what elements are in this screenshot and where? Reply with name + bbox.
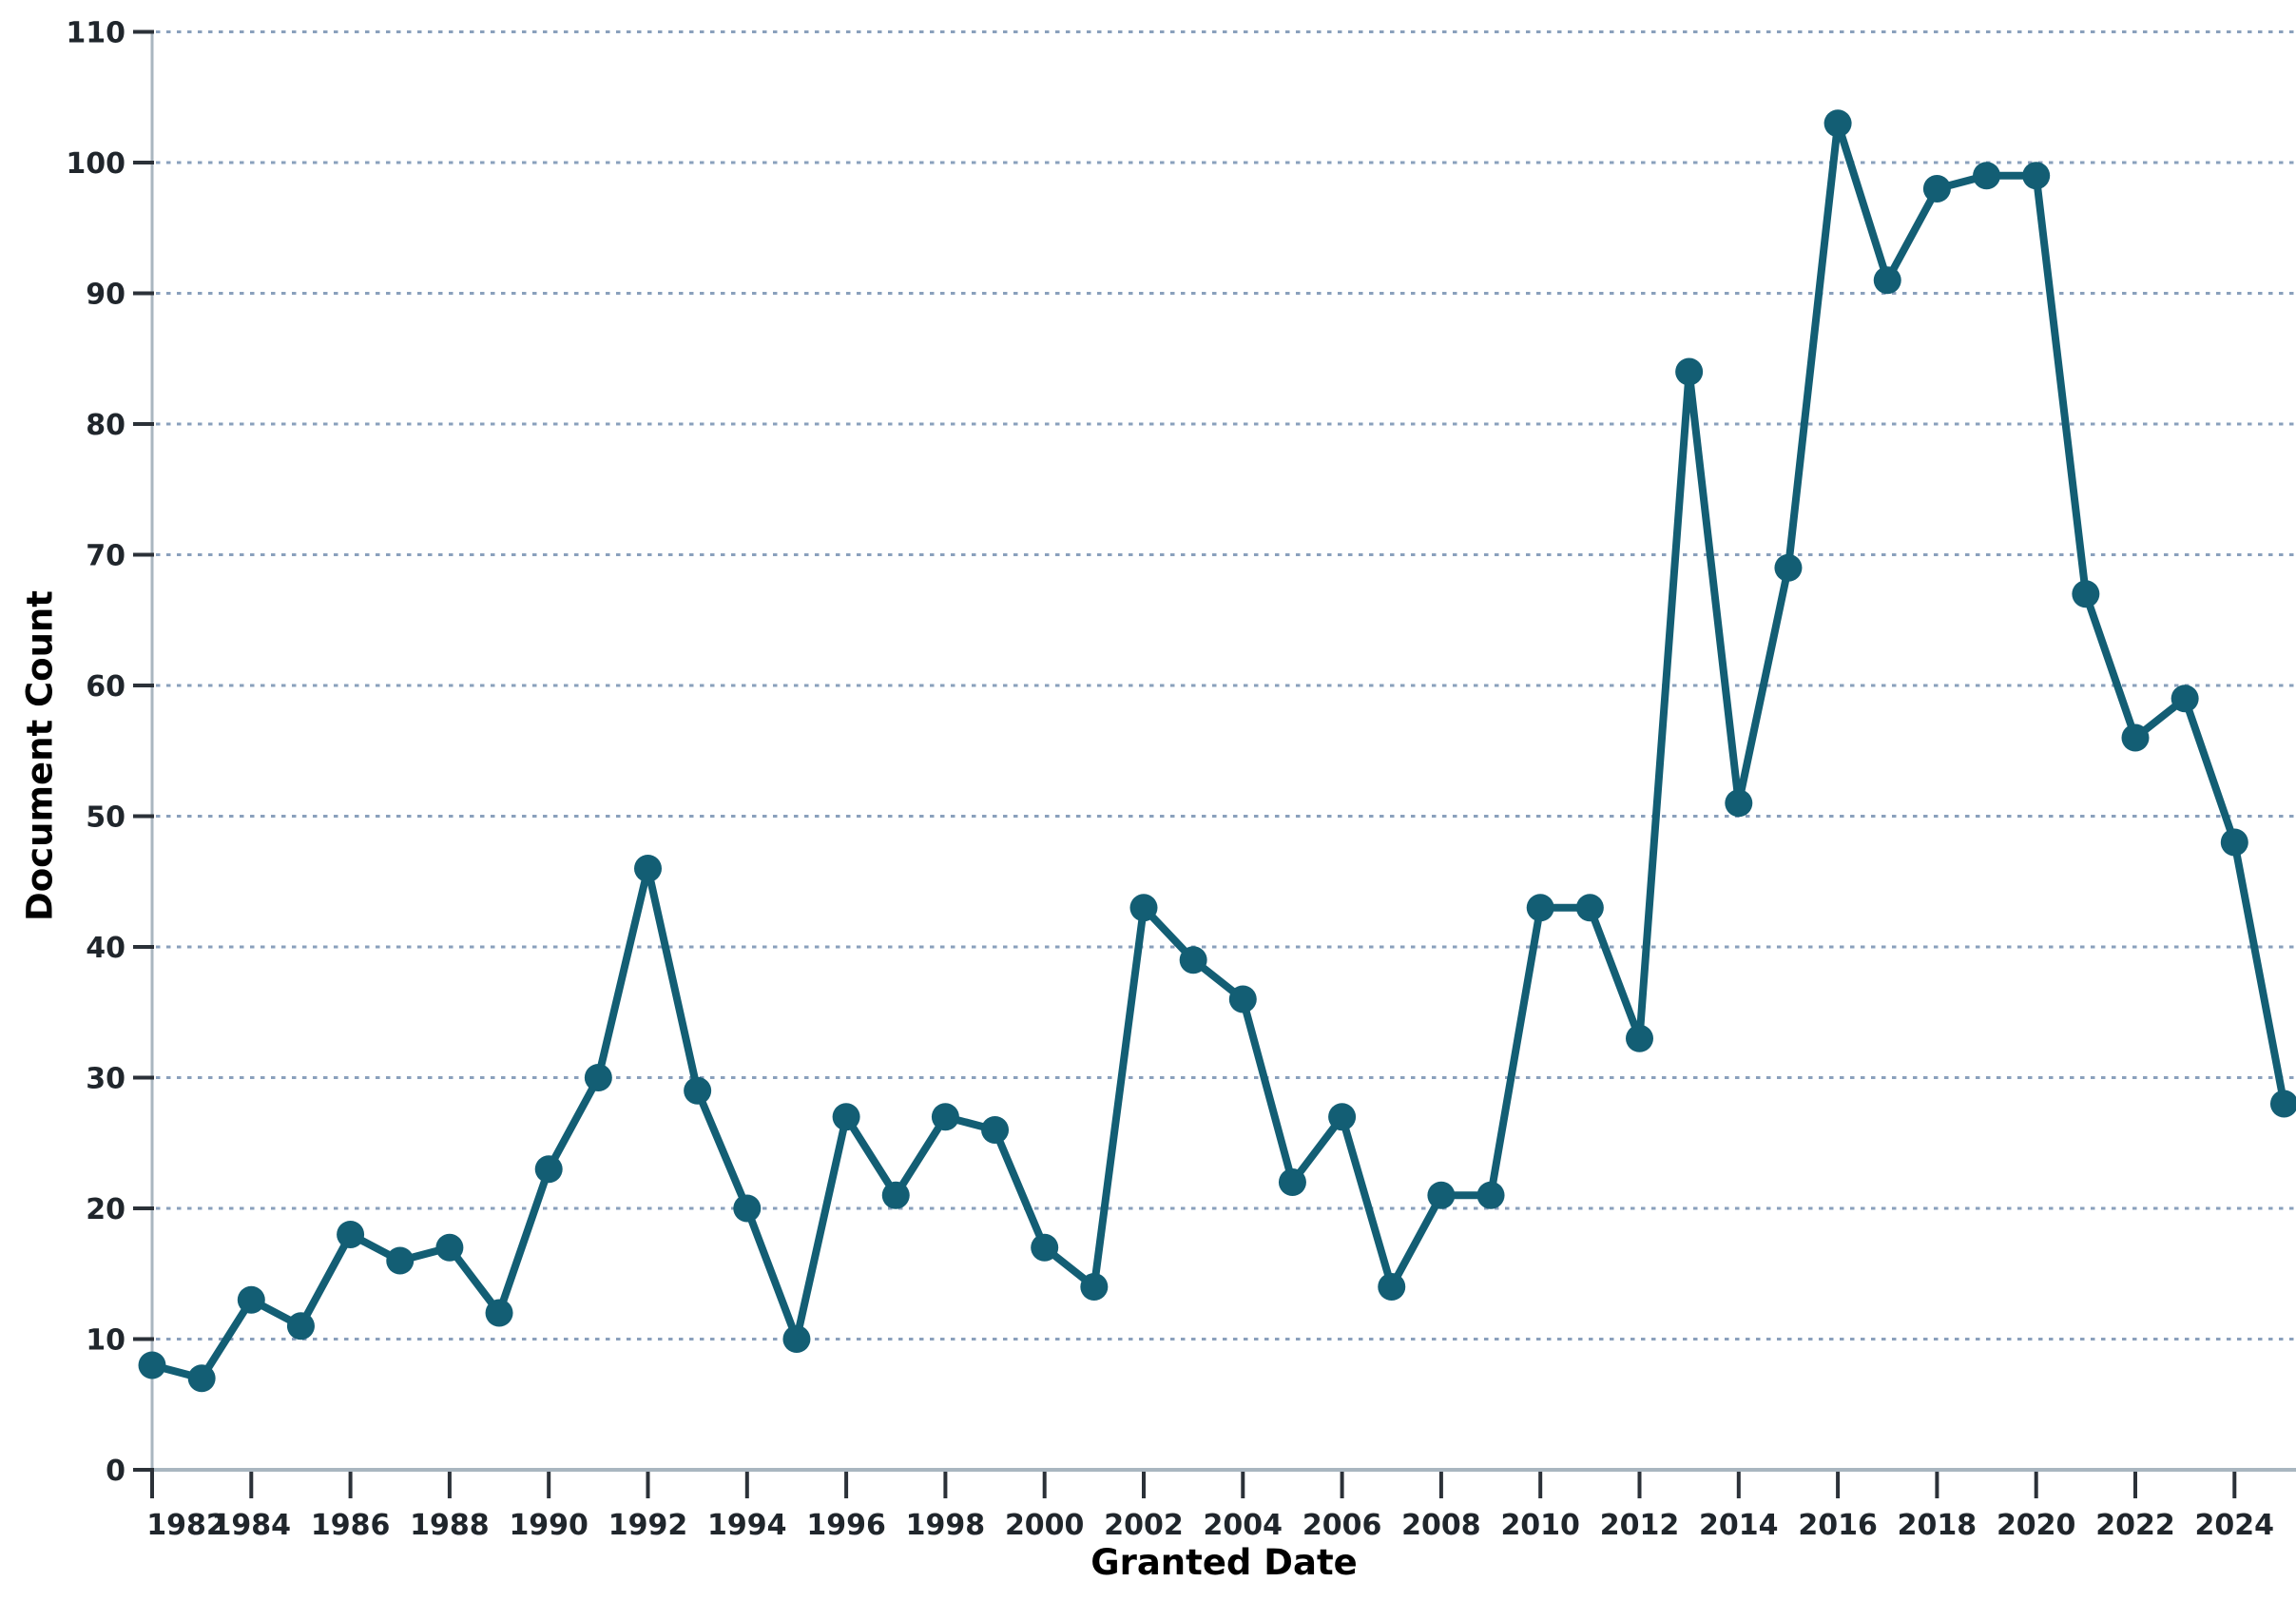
data-point-2005[interactable]: [1278, 1168, 1306, 1196]
y-tick-label-80: 80: [86, 409, 125, 442]
data-point-1999[interactable]: [981, 1116, 1010, 1144]
y-tick-label-60: 60: [86, 670, 125, 704]
data-point-2025[interactable]: [2269, 1090, 2296, 1118]
x-tick-label-2016: 2016: [1798, 1509, 1878, 1542]
data-point-1986[interactable]: [337, 1221, 365, 1248]
x-tick-label-2002: 2002: [1104, 1509, 1184, 1542]
series-line-document-count: [148, 119, 2288, 1382]
x-tick-label-1992: 1992: [608, 1509, 688, 1542]
data-point-1987[interactable]: [386, 1246, 415, 1275]
data-point-2007[interactable]: [1378, 1273, 1406, 1301]
data-point-1997[interactable]: [881, 1181, 910, 1209]
y-axis-title: Document Count: [19, 590, 61, 921]
data-point-2006[interactable]: [1328, 1103, 1357, 1131]
data-point-2001[interactable]: [1080, 1273, 1109, 1301]
data-point-1985[interactable]: [286, 1312, 315, 1341]
x-tick-label-2010: 2010: [1500, 1509, 1580, 1542]
x-tick-label-1986: 1986: [311, 1509, 391, 1542]
data-point-2014[interactable]: [1725, 789, 1753, 818]
data-point-2022[interactable]: [2121, 723, 2150, 752]
data-point-2023[interactable]: [2171, 685, 2199, 713]
y-tick-label-10: 10: [86, 1324, 125, 1358]
data-point-1984[interactable]: [237, 1285, 265, 1314]
x-tick-label-1996: 1996: [806, 1509, 886, 1542]
y-tick-label-30: 30: [86, 1063, 125, 1096]
y-tick-label-40: 40: [86, 932, 125, 965]
data-point-2021[interactable]: [2072, 580, 2100, 608]
x-tick-label-1982: 1982: [146, 1509, 226, 1542]
data-point-2000[interactable]: [1031, 1233, 1059, 1262]
data-point-2015[interactable]: [1774, 553, 1803, 582]
x-tick-label-2020: 2020: [1997, 1509, 2076, 1542]
x-tick-label-2004: 2004: [1204, 1509, 1283, 1542]
data-point-2003[interactable]: [1179, 946, 1207, 974]
x-tick-label-2018: 2018: [1898, 1509, 1978, 1542]
data-point-1990[interactable]: [534, 1155, 563, 1184]
data-point-1991[interactable]: [584, 1064, 612, 1091]
x-tick-label-2006: 2006: [1302, 1509, 1382, 1542]
data-point-2004[interactable]: [1228, 985, 1257, 1013]
x-tick-label-2014: 2014: [1699, 1509, 1779, 1542]
x-tick-label-2012: 2012: [1600, 1509, 1680, 1542]
x-tick-label-1988: 1988: [410, 1509, 490, 1542]
x-tick-label-1994: 1994: [707, 1509, 787, 1542]
data-point-2011[interactable]: [1575, 894, 1604, 922]
y-tick-label-0: 0: [106, 1455, 125, 1488]
data-point-1993[interactable]: [684, 1076, 712, 1105]
data-point-2024[interactable]: [2220, 828, 2248, 857]
data-point-1994[interactable]: [733, 1194, 762, 1223]
data-point-2009[interactable]: [1476, 1181, 1505, 1209]
data-point-1995[interactable]: [782, 1325, 811, 1353]
data-point-1996[interactable]: [832, 1103, 860, 1131]
x-tick-label-2000: 2000: [1005, 1509, 1085, 1542]
data-point-2012[interactable]: [1626, 1024, 1653, 1052]
x-tick-label-1998: 1998: [906, 1509, 986, 1542]
data-point-2002[interactable]: [1129, 894, 1158, 922]
data-point-1998[interactable]: [931, 1103, 959, 1131]
data-point-2013[interactable]: [1675, 357, 1704, 386]
y-tick-label-90: 90: [86, 279, 125, 312]
data-point-2019[interactable]: [1973, 162, 2001, 190]
x-axis-title: Granted Date: [1090, 1542, 1358, 1583]
y-tick-label-70: 70: [86, 540, 125, 573]
data-point-1982[interactable]: [138, 1351, 166, 1379]
data-point-2010[interactable]: [1526, 894, 1554, 922]
data-point-2017[interactable]: [1873, 266, 1901, 295]
data-point-1992[interactable]: [634, 855, 662, 882]
y-tick-label-100: 100: [66, 147, 125, 181]
data-point-1989[interactable]: [485, 1299, 513, 1327]
y-tick-label-20: 20: [86, 1193, 125, 1226]
x-tick-label-2008: 2008: [1401, 1509, 1481, 1542]
data-point-2008[interactable]: [1427, 1181, 1456, 1209]
y-tick-label-110: 110: [66, 17, 125, 50]
x-tick-label-1990: 1990: [509, 1509, 588, 1542]
y-tick-label-50: 50: [86, 801, 125, 835]
data-point-2016[interactable]: [1823, 109, 1852, 138]
data-point-1983[interactable]: [187, 1364, 216, 1393]
x-tick-label-2022: 2022: [2095, 1509, 2175, 1542]
x-tick-label-1984: 1984: [212, 1509, 292, 1542]
data-point-2020[interactable]: [2022, 162, 2051, 190]
data-point-2018[interactable]: [1922, 175, 1951, 203]
x-tick-label-2024: 2024: [2195, 1509, 2275, 1542]
data-point-1988[interactable]: [435, 1233, 464, 1262]
